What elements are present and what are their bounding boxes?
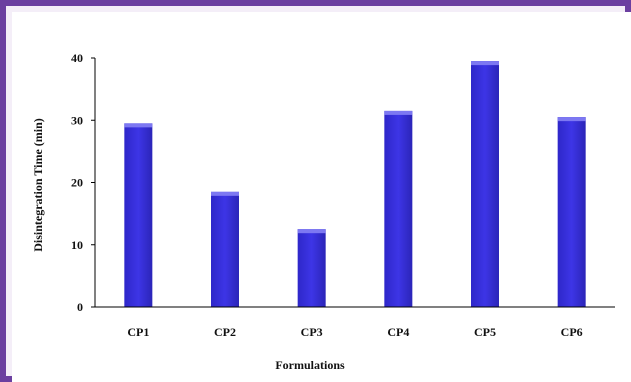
bar-cp5	[471, 61, 499, 307]
bar-top-cp3	[297, 229, 326, 234]
x-axis-title: Formulations	[275, 358, 345, 372]
x-tick-label: CP4	[387, 325, 409, 339]
bar-cp6	[557, 117, 586, 307]
x-ticks-group: CP1 CP2 CP3 CP4 CP5 CP6	[127, 325, 582, 339]
bar-cp1	[124, 123, 153, 307]
bar-cp2	[211, 191, 239, 307]
bar-top-cp4	[384, 110, 413, 115]
y-tick-label: 10	[71, 238, 83, 252]
bar-top-cp1	[124, 123, 153, 128]
bars-group	[124, 61, 586, 307]
x-tick-label: CP6	[561, 325, 583, 339]
y-tick-label: 0	[77, 300, 83, 314]
bar-top-cp5	[471, 61, 499, 66]
bar-cp3	[297, 229, 326, 307]
y-tick-label: 40	[71, 51, 83, 65]
y-axis-title: Disintegration Time (min)	[31, 118, 45, 252]
x-tick-label: CP3	[301, 325, 323, 339]
chart-background	[12, 12, 631, 382]
bar-top-cp6	[557, 117, 586, 122]
bar-top-cp2	[211, 191, 239, 196]
x-tick-label: CP5	[474, 325, 496, 339]
x-tick-label: CP1	[127, 325, 149, 339]
x-tick-label: CP2	[214, 325, 236, 339]
y-tick-label: 30	[71, 113, 83, 127]
bar-cp4	[384, 110, 413, 307]
y-tick-label: 20	[71, 176, 83, 190]
y-ticks-group: 0 10 20 30 40	[71, 51, 95, 314]
